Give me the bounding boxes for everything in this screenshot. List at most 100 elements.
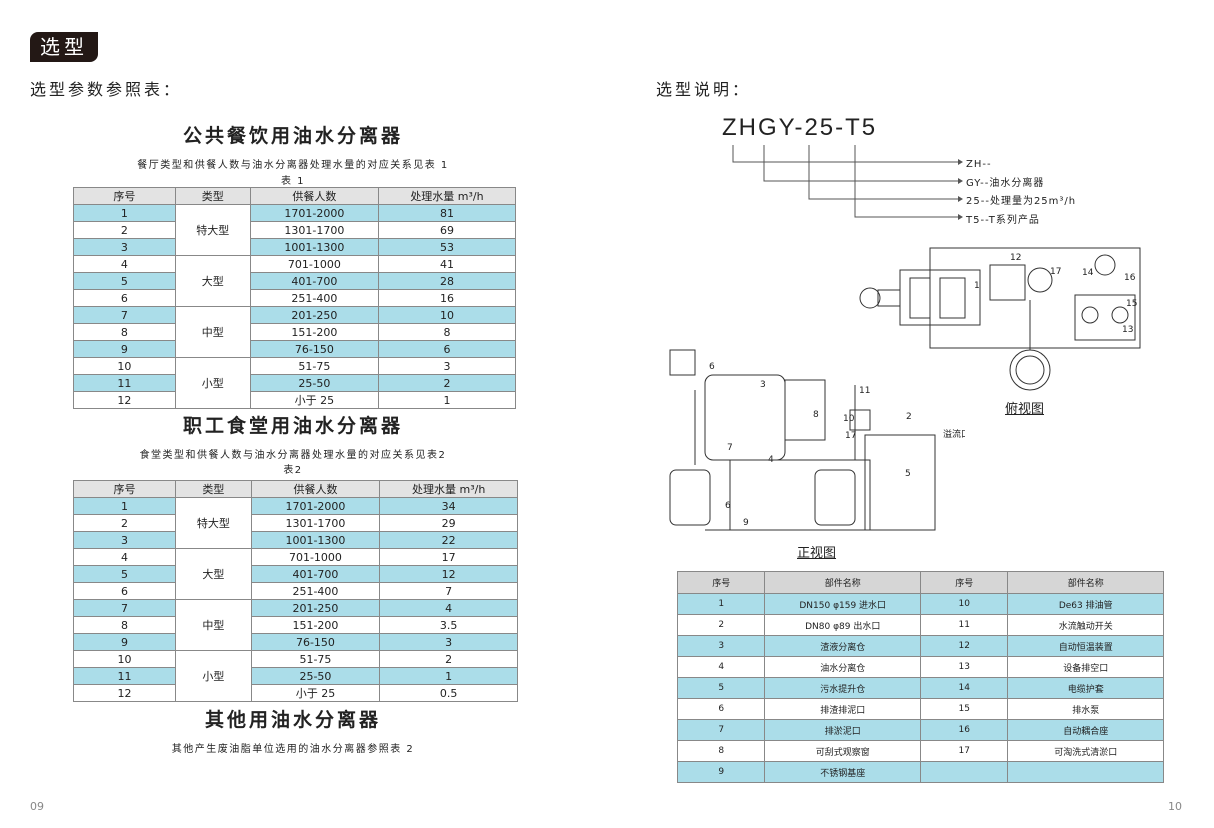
table-row: 12 小于 25 0.5: [72, 684, 518, 702]
cell-index: 8: [72, 616, 177, 634]
cell-flow: 17: [379, 548, 518, 566]
cell-flow: 2: [379, 650, 518, 668]
cell-diners: 76-150: [250, 633, 381, 651]
cell-diners: 151-200: [250, 616, 381, 634]
cell-type: 大型: [175, 548, 252, 600]
top-label: 17: [1050, 267, 1061, 277]
table-row: 12 小于 25 1: [73, 391, 517, 409]
parts-cell: 设备排空口: [1007, 656, 1164, 678]
column-header: 部件名称: [1007, 571, 1164, 594]
page-number-right: 10: [1168, 800, 1182, 813]
cell-index: 4: [72, 548, 177, 566]
top-label: 13: [1122, 325, 1133, 335]
cell-diners: 401-700: [250, 565, 381, 583]
model-code: ZHGY-25-T5: [722, 114, 878, 141]
table-row: 2 1301-1700 29: [72, 514, 518, 532]
model-item-gy: GY--油水分离器: [966, 177, 1045, 189]
front-label: 2: [906, 412, 912, 422]
table-row: 7 中型 201-250 10: [73, 306, 517, 358]
parts-cell: 1: [676, 593, 766, 615]
front-label: 7: [727, 443, 733, 453]
column-header: 供餐人数: [249, 187, 379, 205]
cell-flow: 81: [377, 204, 517, 222]
cell-flow: 4: [379, 599, 518, 617]
cell-type: 小型: [174, 357, 251, 409]
model-item-t5: T5--T系列产品: [966, 214, 1040, 226]
table-row: 8 151-200 3.5: [72, 616, 518, 634]
parts-cell: 可刮式观察窗: [764, 740, 921, 762]
parts-row: 3 渣液分离仓 12 自动恒温装置: [676, 635, 1164, 657]
cell-diners: 151-200: [249, 323, 379, 341]
cell-diners: 25-50: [249, 374, 379, 392]
cell-type: 特大型: [175, 497, 252, 549]
cell-index: 5: [73, 272, 176, 290]
cell-index: 3: [72, 531, 177, 549]
cell-diners: 1301-1700: [249, 221, 379, 239]
parts-cell: 自动耦合座: [1007, 719, 1164, 741]
cell-diners: 701-1000: [249, 255, 379, 273]
cell-index: 6: [73, 289, 176, 307]
cell-flow: 0.5: [379, 684, 518, 702]
section1-table-label: 表 1: [280, 176, 306, 187]
section1-title: 公共餐饮用油水分离器: [182, 125, 403, 147]
parts-cell: [919, 761, 1009, 783]
column-header: 类型: [174, 187, 251, 205]
parts-cell: 7: [676, 719, 766, 741]
parts-row: 4 油水分离仓 13 设备排空口: [676, 656, 1164, 678]
cell-diners: 小于 25: [250, 684, 381, 702]
front-label: 10: [843, 414, 855, 424]
front-label: 8: [813, 410, 819, 420]
cell-diners: 401-700: [249, 272, 379, 290]
parts-cell: 电缆护套: [1007, 677, 1164, 699]
top-view-title: 俯视图: [1005, 402, 1045, 417]
table-row: 4 大型 701-1000 17: [72, 548, 518, 600]
parts-row: 9 不锈钢基座: [676, 761, 1164, 783]
front-label: 4: [768, 455, 774, 465]
parts-cell: 油水分离仓: [764, 656, 921, 678]
cell-type: 中型: [175, 599, 252, 651]
parts-cell: [1007, 761, 1164, 783]
cell-index: 12: [72, 684, 177, 702]
parts-cell: 16: [919, 719, 1009, 741]
parts-cell: 3: [676, 635, 766, 657]
table-row: 6 251-400 16: [73, 289, 517, 307]
parts-row: 5 污水提升仓 14 电缆护套: [676, 677, 1164, 699]
section-badge: 选型: [30, 32, 98, 62]
column-header: 序号: [72, 480, 177, 498]
column-header: 供餐人数: [250, 480, 381, 498]
parts-cell: De63 排油管: [1007, 593, 1164, 615]
cell-index: 12: [73, 391, 176, 409]
cell-index: 2: [72, 514, 177, 532]
cell-index: 11: [72, 667, 177, 685]
left-heading: 选型参数参照表：: [30, 80, 183, 99]
column-header: 序号: [676, 571, 766, 594]
top-label: 16: [1124, 273, 1136, 283]
table-row: 1 特大型 1701-2000 81: [73, 204, 517, 256]
table-row: 9 76-150 6: [73, 340, 517, 358]
parts-row: 1 DN150 φ159 进水口 10 De63 排油管: [676, 593, 1164, 615]
table-row: 11 25-50 2: [73, 374, 517, 392]
table-row: 1 特大型 1701-2000 34: [72, 497, 518, 549]
cell-flow: 53: [377, 238, 517, 256]
cell-flow: 28: [377, 272, 517, 290]
cell-flow: 6: [377, 340, 517, 358]
cell-flow: 3.5: [379, 616, 518, 634]
model-item-25: 25--处理量为25m³/h: [966, 196, 1077, 207]
cell-index: 4: [73, 255, 176, 273]
parts-cell: 5: [676, 677, 766, 699]
front-view-title: 正视图: [797, 546, 837, 561]
cell-index: 8: [73, 323, 176, 341]
parts-cell: 水流触动开关: [1007, 614, 1164, 636]
cell-flow: 16: [377, 289, 517, 307]
cell-flow: 8: [377, 323, 517, 341]
table-header-row: 序号 类型 供餐人数 处理水量 m³/h: [73, 187, 517, 205]
parts-cell: 13: [919, 656, 1009, 678]
cell-diners: 1301-1700: [250, 514, 381, 532]
parts-cell: 排淤泥口: [764, 719, 921, 741]
parts-cell: 渣液分离仓: [764, 635, 921, 657]
cell-index: 10: [73, 357, 176, 375]
cell-diners: 701-1000: [250, 548, 381, 566]
cell-diners: 1701-2000: [249, 204, 379, 222]
cell-index: 2: [73, 221, 176, 239]
cell-diners: 251-400: [249, 289, 379, 307]
